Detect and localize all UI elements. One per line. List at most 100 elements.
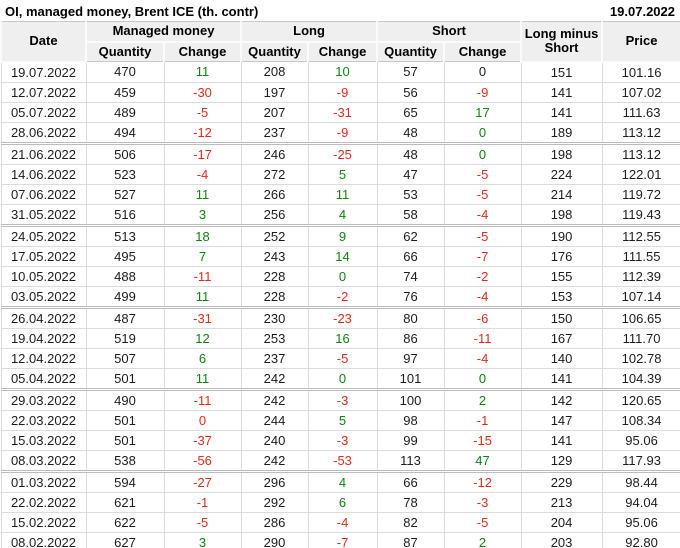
date-cell: 07.06.2022: [0, 183, 87, 205]
price-cell: 120.65: [601, 387, 680, 411]
short-change-cell: -1: [443, 409, 522, 431]
long-minus-short-cell: 189: [520, 121, 603, 144]
mm-change-cell: 11: [163, 285, 242, 308]
long-change-cell: -7: [307, 531, 378, 548]
price-cell: 112.55: [601, 223, 680, 247]
mm-quantity-cell: 490: [85, 387, 165, 411]
report-date: 19.07.2022: [609, 3, 675, 19]
date-cell: 10.05.2022: [0, 265, 87, 287]
short-quantity-cell: 66: [376, 469, 445, 493]
short-quantity-cell: 62: [376, 223, 445, 247]
price-cell: 95.06: [601, 429, 680, 451]
long-change-cell: -23: [307, 305, 378, 329]
table-header: Date Managed money Long Short Long minus…: [0, 21, 680, 63]
mm-quantity-cell: 487: [85, 305, 165, 329]
long-quantity-cell: 243: [240, 245, 309, 267]
long-quantity-cell: 272: [240, 163, 309, 185]
short-change-cell: -4: [443, 285, 522, 308]
long-quantity-cell: 244: [240, 409, 309, 431]
date-cell: 28.06.2022: [0, 121, 87, 144]
table-row: 08.03.2022 538 -56 242 -53 113 47 129 117.93: [0, 449, 680, 472]
short-quantity-cell: 78: [376, 491, 445, 513]
short-quantity-cell: 57: [376, 61, 445, 83]
long-change-cell: -9: [307, 121, 378, 144]
long-quantity-cell: 246: [240, 141, 309, 165]
short-quantity-cell: 98: [376, 409, 445, 431]
mm-quantity-cell: 459: [85, 81, 165, 103]
mm-change-cell: 11: [163, 367, 242, 390]
mm-change-cell: -56: [163, 449, 242, 472]
long-quantity-cell: 237: [240, 121, 309, 144]
short-quantity-cell: 65: [376, 101, 445, 123]
long-quantity-cell: 242: [240, 367, 309, 390]
date-cell: 12.04.2022: [0, 347, 87, 369]
table-row: 24.05.2022 513 18 252 9 62 -5 190 112.55: [0, 223, 680, 247]
short-change-cell: 0: [443, 141, 522, 165]
price-cell: 113.12: [601, 141, 680, 165]
short-quantity-cell: 58: [376, 203, 445, 226]
short-change-cell: -5: [443, 223, 522, 247]
table-row: 10.05.2022 488 -11 228 0 74 -2 155 112.39: [0, 265, 680, 287]
short-change-cell: 2: [443, 387, 522, 411]
price-cell: 119.72: [601, 183, 680, 205]
table-row: 31.05.2022 516 3 256 4 58 -4 198 119.43: [0, 203, 680, 226]
mm-change-cell: 6: [163, 347, 242, 369]
mm-change-cell: 3: [163, 531, 242, 548]
long-change-cell: -31: [307, 101, 378, 123]
table-body: 19.07.2022 470 11 208 10 57 0 151 101.16 12.07.20…: [0, 61, 680, 548]
price-cell: 107.14: [601, 285, 680, 308]
date-cell: 12.07.2022: [0, 81, 87, 103]
table-row: 17.05.2022 495 7 243 14 66 -7 176 111.55: [0, 245, 680, 267]
long-quantity-cell: 228: [240, 265, 309, 287]
mm-quantity-cell: 513: [85, 223, 165, 247]
col-header-managed-money: Managed money: [84, 21, 243, 43]
mm-change-cell: -1: [163, 491, 242, 513]
table-row: 19.04.2022 519 12 253 16 86 -11 167 111.70: [0, 327, 680, 349]
long-quantity-cell: 242: [240, 387, 309, 411]
col-header-short-change: Change: [443, 41, 523, 62]
long-change-cell: 9: [307, 223, 378, 247]
short-change-cell: -3: [443, 491, 522, 513]
short-quantity-cell: 66: [376, 245, 445, 267]
table-row: 08.02.2022 627 3 290 -7 87 2 203 92.80: [0, 531, 680, 548]
short-quantity-cell: 53: [376, 183, 445, 205]
short-change-cell: 47: [443, 449, 522, 472]
mm-quantity-cell: 627: [85, 531, 165, 548]
price-cell: 122.01: [601, 163, 680, 185]
short-quantity-cell: 97: [376, 347, 445, 369]
mm-quantity-cell: 621: [85, 491, 165, 513]
short-quantity-cell: 56: [376, 81, 445, 103]
long-minus-short-cell: 167: [520, 327, 603, 349]
short-change-cell: -9: [443, 81, 522, 103]
col-header-mm-quantity: Quantity: [85, 41, 165, 62]
table-row: 12.07.2022 459 -30 197 -9 56 -9 141 107.02: [0, 81, 680, 103]
short-change-cell: 0: [443, 61, 522, 83]
col-header-price: Price: [601, 21, 680, 63]
price-cell: 102.78: [601, 347, 680, 369]
long-minus-short-cell: 147: [520, 409, 603, 431]
short-change-cell: -5: [443, 511, 522, 533]
mm-quantity-cell: 494: [85, 121, 165, 144]
price-cell: 117.93: [601, 449, 680, 472]
short-quantity-cell: 47: [376, 163, 445, 185]
mm-quantity-cell: 622: [85, 511, 165, 533]
long-minus-short-cell: 213: [520, 491, 603, 513]
price-cell: 98.44: [601, 469, 680, 493]
long-change-cell: 16: [307, 327, 378, 349]
date-cell: 22.03.2022: [0, 409, 87, 431]
table-row: 15.03.2022 501 -37 240 -3 99 -15 141 95.06: [0, 429, 680, 451]
long-minus-short-cell: 229: [520, 469, 603, 493]
long-quantity-cell: 290: [240, 531, 309, 548]
table-row: 05.07.2022 489 -5 207 -31 65 17 141 111.63: [0, 101, 680, 123]
mm-change-cell: -37: [163, 429, 242, 451]
mm-quantity-cell: 501: [85, 409, 165, 431]
mm-quantity-cell: 516: [85, 203, 165, 226]
oi-table: Date Managed money Long Short Long minus…: [0, 21, 680, 548]
mm-change-cell: -5: [163, 511, 242, 533]
long-minus-short-cell: 142: [520, 387, 603, 411]
price-cell: 111.63: [601, 101, 680, 123]
date-cell: 01.03.2022: [0, 469, 87, 493]
price-cell: 119.43: [601, 203, 680, 226]
short-quantity-cell: 113: [376, 449, 445, 472]
short-change-cell: -6: [443, 305, 522, 329]
